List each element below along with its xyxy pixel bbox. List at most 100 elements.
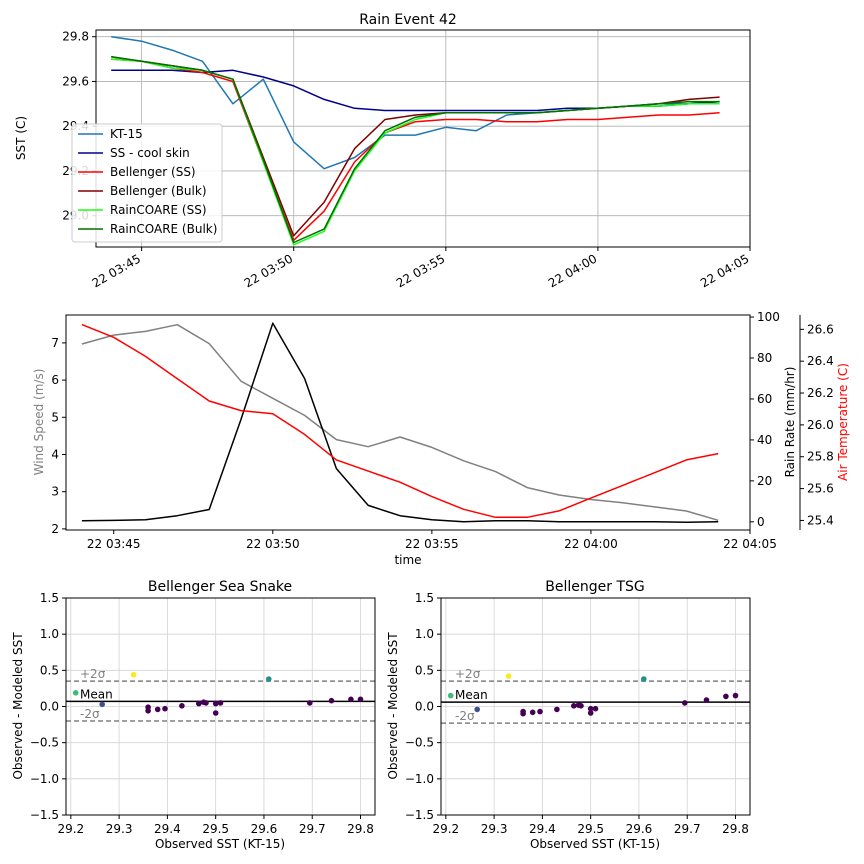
sea-snake-x-tick-label: 29.8 bbox=[347, 822, 374, 836]
sea-snake-mean-label: Mean bbox=[80, 687, 113, 701]
tsg-point bbox=[447, 692, 454, 699]
tsg-x-label: Observed SST (KT-15) bbox=[530, 837, 660, 851]
sst-y-label: SST (C) bbox=[14, 116, 28, 160]
rain-rate-tick-label: 60 bbox=[757, 392, 772, 406]
rain-rate-axis-label: Rain Rate (mm/hr) bbox=[783, 367, 797, 478]
tsg-x-tick-label: 29.2 bbox=[432, 822, 459, 836]
sst-panel: 22 03:45 22 03:50 22 03:55 22 04:00 22 04:05… bbox=[14, 12, 752, 290]
tsg-reference-lines: Mean +2σ -2σ bbox=[441, 667, 750, 724]
tsg-axes: 29.2 29.3 29.4 29.5 29.6 29.7 29.8 −1.5 −1.0 −0.5… bbox=[405, 591, 749, 836]
tsg-y-tick-label: −1.5 bbox=[405, 808, 434, 822]
tsg-minus-2sigma-label: -2σ bbox=[455, 709, 475, 723]
tsg-y-tick-label: −1.0 bbox=[405, 772, 434, 786]
sea-snake-point bbox=[357, 696, 364, 703]
sea-snake-point bbox=[99, 701, 105, 708]
sst-legend-label: Bellenger (Bulk) bbox=[110, 184, 207, 198]
sst-series-raincoare-bulk bbox=[111, 56, 720, 244]
sea-snake-point bbox=[162, 705, 168, 712]
sea-snake-point bbox=[145, 708, 151, 714]
tsg-point bbox=[474, 706, 481, 713]
sea-snake-point bbox=[328, 697, 335, 704]
rain-rate-tick-label: 40 bbox=[757, 433, 772, 447]
sea-snake-point bbox=[179, 703, 185, 709]
sea-snake-y-tick-label: −1.0 bbox=[30, 772, 59, 786]
sea-snake-y-tick-label: −1.5 bbox=[30, 808, 59, 822]
sst-y-tick-label: 29.8 bbox=[62, 30, 89, 44]
tsg-x-tick-label: 29.7 bbox=[674, 822, 701, 836]
air-temperature-line bbox=[81, 323, 719, 519]
sea-snake-point bbox=[212, 700, 219, 707]
met-x-tick-label: 22 03:50 bbox=[246, 537, 300, 551]
sea-snake-x-tick-label: 29.2 bbox=[57, 822, 84, 836]
tsg-point bbox=[505, 673, 512, 679]
tsg-point bbox=[537, 708, 543, 715]
sst-x-tick-label: 22 04:00 bbox=[546, 251, 599, 290]
sea-snake-y-tick-label: 1.0 bbox=[40, 627, 59, 641]
sea-snake-title: Bellenger Sea Snake bbox=[148, 579, 292, 595]
tsg-x-tick-label: 29.3 bbox=[481, 822, 508, 836]
sst-legend-label: RainCOARE (SS) bbox=[110, 203, 207, 217]
sea-snake-points bbox=[72, 671, 364, 716]
sst-series-bellenger-ss bbox=[111, 58, 720, 242]
sst-legend-label: Bellenger (SS) bbox=[110, 165, 196, 179]
wind-speed-tick-label: 7 bbox=[51, 336, 59, 350]
met-panel: 22 03:45 22 03:50 22 03:55 22 04:00 22 04:05… bbox=[32, 310, 850, 567]
met-x-tick-label: 22 04:05 bbox=[723, 537, 777, 551]
sea-snake-grid bbox=[66, 597, 375, 816]
tsg-panel: Mean +2σ -2σ 29.2 29.3 29.4 29.5 29.6 29.7 29.8 −… bbox=[386, 579, 751, 851]
met-series-lines bbox=[81, 322, 719, 523]
sea-snake-x-tick-label: 29.5 bbox=[202, 822, 229, 836]
sst-x-tick-label: 22 03:45 bbox=[90, 251, 143, 290]
sst-legend-label: SS - cool skin bbox=[110, 146, 190, 160]
tsg-y-label: Observed - Modeled SST bbox=[386, 632, 400, 780]
met-x-tick-label: 22 03:45 bbox=[87, 537, 141, 551]
sea-snake-point bbox=[217, 700, 224, 706]
air-temperature-tick-label: 26.0 bbox=[807, 418, 834, 432]
sea-snake-point bbox=[154, 706, 161, 713]
tsg-y-tick-label: 1.0 bbox=[415, 627, 434, 641]
tsg-x-tick-label: 29.4 bbox=[529, 822, 556, 836]
tsg-point bbox=[554, 706, 560, 713]
tsg-point bbox=[682, 700, 688, 706]
sea-snake-minus-2sigma-label: -2σ bbox=[80, 707, 100, 721]
wind-speed-line bbox=[81, 323, 719, 522]
rain-rate-tick-label: 20 bbox=[757, 474, 772, 488]
air-temperature-tick-label: 26.2 bbox=[807, 386, 834, 400]
met-x-label: time bbox=[394, 553, 421, 567]
sea-snake-x-tick-label: 29.6 bbox=[251, 822, 278, 836]
wind-speed-tick-label: 6 bbox=[51, 373, 59, 387]
sst-legend-label: KT-15 bbox=[110, 127, 143, 141]
rain-rate-line bbox=[81, 322, 719, 523]
air-temperature-tick-label: 25.4 bbox=[807, 513, 834, 527]
tsg-point bbox=[732, 692, 739, 699]
sea-snake-axes: 29.2 29.3 29.4 29.5 29.6 29.7 29.8 −1.5 −1.0 −0.5… bbox=[30, 591, 374, 836]
sst-x-tick-label: 22 04:05 bbox=[698, 251, 751, 290]
sea-snake-y-tick-label: −0.5 bbox=[30, 736, 59, 750]
wind-speed-tick-label: 3 bbox=[51, 485, 59, 499]
tsg-plus-2sigma-label: +2σ bbox=[455, 667, 481, 681]
sea-snake-x-tick-label: 29.4 bbox=[154, 822, 181, 836]
sst-y-tick-label: 29.6 bbox=[62, 74, 89, 88]
wind-speed-tick-label: 5 bbox=[51, 410, 59, 424]
tsg-point bbox=[703, 697, 710, 703]
tsg-point bbox=[529, 709, 536, 716]
tsg-point bbox=[592, 705, 599, 712]
tsg-point bbox=[587, 705, 594, 712]
air-temperature-tick-label: 26.4 bbox=[807, 354, 834, 368]
sea-snake-x-tick-label: 29.3 bbox=[106, 822, 133, 836]
rain-rate-tick-label: 80 bbox=[757, 351, 772, 365]
sea-snake-x-label: Observed SST (KT-15) bbox=[155, 837, 285, 851]
met-plot-frame bbox=[65, 314, 751, 531]
tsg-points bbox=[447, 673, 739, 717]
wind-speed-tick-label: 2 bbox=[51, 522, 59, 536]
sst-legend-box bbox=[71, 123, 223, 243]
sea-snake-point bbox=[196, 700, 202, 707]
wind-speed-tick-label: 4 bbox=[51, 447, 59, 461]
sea-snake-point bbox=[348, 696, 354, 703]
wind-speed-axis-label: Wind Speed (m/s) bbox=[32, 369, 46, 476]
met-x-tick-label: 22 04:00 bbox=[564, 537, 618, 551]
tsg-mean-label: Mean bbox=[455, 688, 488, 702]
sea-snake-point bbox=[266, 676, 272, 682]
met-axes: 22 03:45 22 03:50 22 03:55 22 04:00 22 04:05… bbox=[51, 310, 833, 551]
